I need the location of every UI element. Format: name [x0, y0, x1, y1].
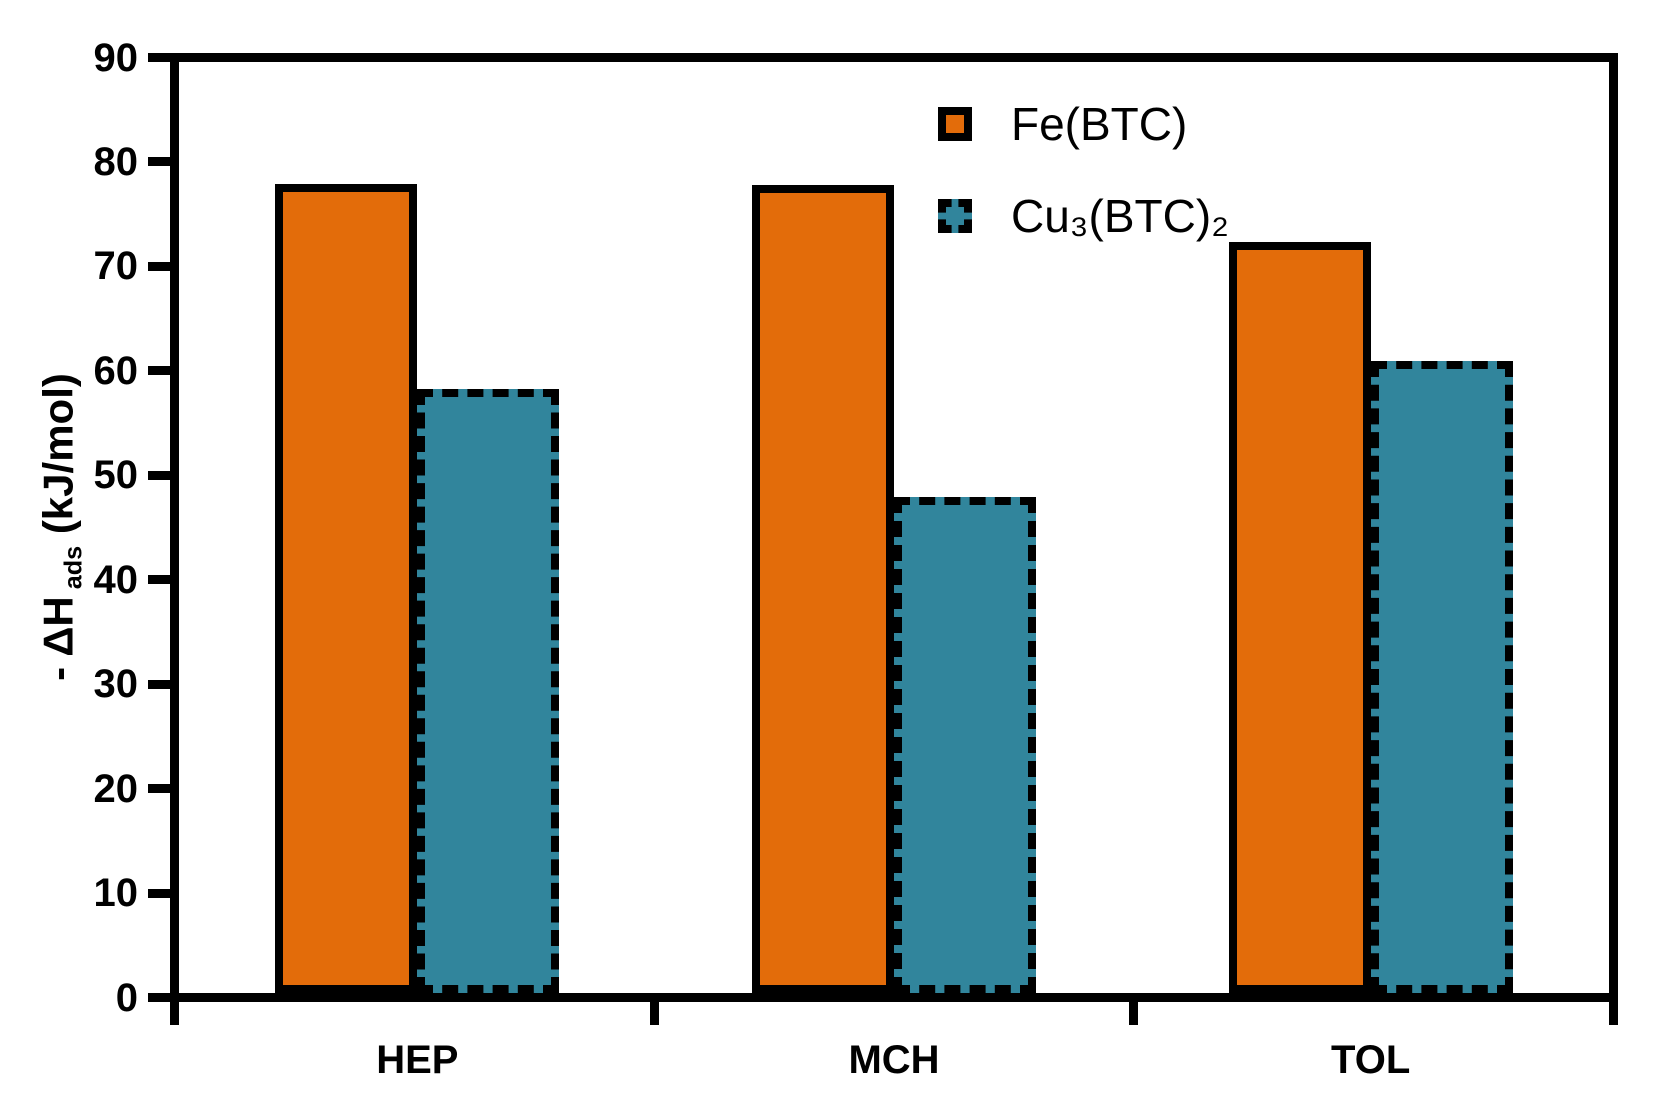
legend-swatch-fe-btc	[938, 107, 972, 141]
y-axis-title: - ΔH ads (kJ/mol)	[33, 53, 88, 1002]
x-tick-3	[1609, 999, 1618, 1025]
y-tick-label-30: 30	[93, 662, 139, 707]
plot-area	[179, 62, 1609, 993]
y-tick-10	[148, 888, 170, 898]
x-tick-2	[1129, 999, 1139, 1025]
y-tick-label-40: 40	[93, 557, 139, 602]
y-tick-40	[148, 575, 170, 585]
y-tick-label-90: 90	[93, 35, 139, 80]
y-tick-label-80: 80	[93, 139, 139, 184]
x-category-label-mch: MCH	[848, 1038, 940, 1082]
y-tick-90	[148, 53, 170, 62]
bar-fe-btc-tol	[1228, 242, 1371, 993]
legend: Fe(BTC) Cu₃(BTC)₂	[938, 96, 1229, 280]
legend-label-cu3-btc2: Cu₃(BTC)₂	[1011, 190, 1230, 242]
x-category-label-hep: HEP	[376, 1038, 459, 1082]
y-tick-60	[148, 366, 170, 376]
y-tick-label-20: 20	[93, 766, 139, 811]
bar-cu3-btc2-hep	[417, 389, 560, 993]
bar-fe-btc-hep	[275, 183, 418, 993]
x-tick-1	[649, 999, 659, 1025]
y-tick-80	[148, 157, 170, 167]
y-tick-50	[148, 470, 170, 480]
legend-item-cu3-btc2: Cu₃(BTC)₂	[938, 188, 1229, 244]
y-tick-0	[148, 993, 170, 1002]
bar-fe-btc-mch	[752, 184, 894, 993]
y-tick-label-60: 60	[93, 348, 139, 393]
y-tick-label-0: 0	[115, 975, 138, 1020]
x-category-label-tol: TOL	[1331, 1038, 1411, 1082]
bar-cu3-btc2-mch	[894, 496, 1036, 993]
y-tick-label-70: 70	[93, 244, 139, 289]
y-tick-label-50: 50	[93, 453, 139, 498]
y-tick-20	[148, 784, 170, 794]
legend-item-fe-btc: Fe(BTC)	[938, 96, 1229, 152]
legend-swatch-cu3-btc2	[938, 199, 972, 233]
y-tick-label-10: 10	[93, 871, 139, 916]
y-tick-70	[148, 261, 170, 271]
legend-label-fe-btc: Fe(BTC)	[1011, 98, 1188, 150]
bar-cu3-btc2-tol	[1370, 361, 1513, 993]
y-tick-30	[148, 679, 170, 689]
x-tick-0	[170, 999, 179, 1025]
